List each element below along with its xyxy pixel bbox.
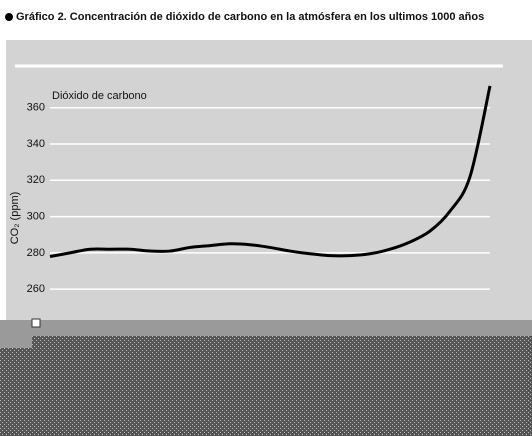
series-line	[49, 85, 492, 258]
y-tick-label: 340	[27, 138, 45, 150]
y-tick-label: 320	[27, 174, 45, 186]
y-tick-label: 280	[27, 247, 45, 259]
chart-title: Gráfico 2. Concentración de dióxido de c…	[16, 11, 484, 23]
y-axis-label: CO₂ (ppm)	[9, 192, 21, 245]
background	[0, 336, 532, 436]
series-label: Dióxido de carbono	[52, 90, 147, 102]
icon	[31, 318, 41, 328]
y-tick-label: 300	[27, 210, 45, 222]
bullet	[5, 13, 13, 21]
status-bar	[0, 320, 532, 336]
corner	[0, 336, 32, 348]
y-tick-label: 360	[27, 102, 45, 114]
y-tick-label: 260	[27, 283, 45, 295]
